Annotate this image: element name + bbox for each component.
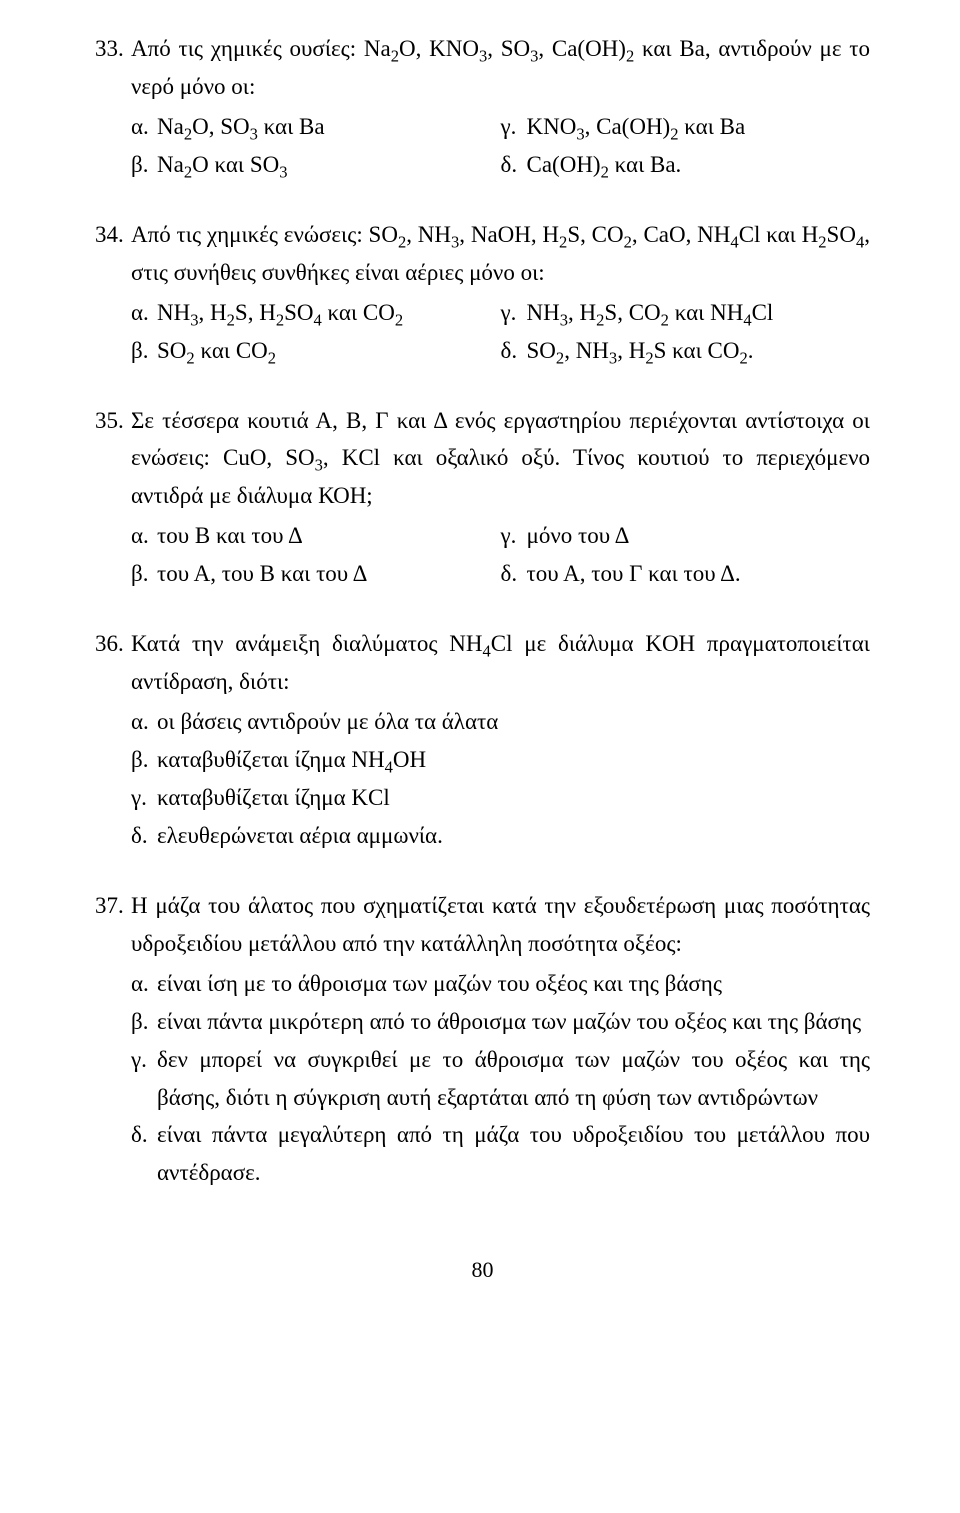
question-stem: 37. Η μάζα του άλατος που σχηματίζεται κ… [95, 887, 870, 963]
option-label: γ. [131, 779, 157, 817]
option-d: δ. του Α, του Γ και του Δ. [501, 555, 871, 593]
option-b: β. του Α, του Β και του Δ [131, 555, 501, 593]
option-text: μόνο του Δ [527, 517, 871, 555]
options-list: α. είναι ίση με το άθροισμα των μαζών το… [131, 965, 870, 1193]
question-number: 37. [95, 887, 131, 925]
options-grid: α. του Β και του Δ β. του Α, του Β και τ… [131, 517, 870, 593]
option-label: α. [131, 517, 157, 555]
option-c: γ. KNO3, Ca(OH)2 και Ba [501, 108, 871, 146]
option-d: δ. SO2, NH3, H2S και CO2. [501, 332, 871, 370]
option-text: του Α, του Γ και του Δ. [527, 555, 871, 593]
question-text: Από τις χημικές ουσίες: Na2O, KNO3, SO3,… [131, 30, 870, 106]
option-text: KNO3, Ca(OH)2 και Ba [527, 108, 871, 146]
option-label: δ. [501, 146, 527, 184]
option-label: γ. [501, 294, 527, 332]
option-label: β. [131, 332, 157, 370]
question-number: 36. [95, 625, 131, 663]
option-text: ελευθερώνεται αέρια αμμωνία. [157, 817, 870, 855]
question-33: 33. Από τις χημικές ουσίες: Na2O, KNO3, … [95, 30, 870, 184]
option-label: δ. [501, 332, 527, 370]
option-a: α. οι βάσεις αντιδρούν με όλα τα άλατα [131, 703, 870, 741]
question-number: 33. [95, 30, 131, 68]
option-label: γ. [501, 108, 527, 146]
option-label: γ. [501, 517, 527, 555]
option-a: α. είναι ίση με το άθροισμα των μαζών το… [131, 965, 870, 1003]
option-text: Na2O, SO3 και Ba [157, 108, 501, 146]
question-stem: 33. Από τις χημικές ουσίες: Na2O, KNO3, … [95, 30, 870, 106]
option-b: β. SO2 και CO2 [131, 332, 501, 370]
option-label: β. [131, 555, 157, 593]
option-label: α. [131, 108, 157, 146]
option-text: είναι πάντα μικρότερη από το άθροισμα τω… [157, 1003, 870, 1041]
option-a: α. Na2O, SO3 και Ba [131, 108, 501, 146]
options-right-col: γ. NH3, H2S, CO2 και NH4Cl δ. SO2, NH3, … [501, 294, 871, 370]
options-right-col: γ. μόνο του Δ δ. του Α, του Γ και του Δ. [501, 517, 871, 593]
option-d: δ. ελευθερώνεται αέρια αμμωνία. [131, 817, 870, 855]
option-text: δεν μπορεί να συγκριθεί με το άθροισμα τ… [157, 1041, 870, 1117]
option-b: β. Na2O και SO3 [131, 146, 501, 184]
option-c: γ. καταβυθίζεται ίζημα KCl [131, 779, 870, 817]
options-left-col: α. NH3, H2S, H2SO4 και CO2 β. SO2 και CO… [131, 294, 501, 370]
question-number: 34. [95, 216, 131, 254]
question-stem: 34. Από τις χημικές ενώσεις: SO2, NH3, N… [95, 216, 870, 292]
question-stem: 35. Σε τέσσερα κουτιά Α, Β, Γ και Δ ενός… [95, 402, 870, 516]
question-34: 34. Από τις χημικές ενώσεις: SO2, NH3, N… [95, 216, 870, 370]
question-36: 36. Κατά την ανάμειξη διαλύματος NH4Cl μ… [95, 625, 870, 855]
option-text: του Β και του Δ [157, 517, 501, 555]
option-label: β. [131, 741, 157, 779]
question-37: 37. Η μάζα του άλατος που σχηματίζεται κ… [95, 887, 870, 1193]
option-label: α. [131, 703, 157, 741]
option-a: α. του Β και του Δ [131, 517, 501, 555]
option-b: β. είναι πάντα μικρότερη από το άθροισμα… [131, 1003, 870, 1041]
options-left-col: α. του Β και του Δ β. του Α, του Β και τ… [131, 517, 501, 593]
question-text: Σε τέσσερα κουτιά Α, Β, Γ και Δ ενός εργ… [131, 402, 870, 516]
question-text: Από τις χημικές ενώσεις: SO2, NH3, NaOH,… [131, 216, 870, 292]
option-c: γ. NH3, H2S, CO2 και NH4Cl [501, 294, 871, 332]
option-a: α. NH3, H2S, H2SO4 και CO2 [131, 294, 501, 332]
option-label: δ. [131, 1116, 157, 1192]
question-text: Η μάζα του άλατος που σχηματίζεται κατά … [131, 887, 870, 963]
option-text: καταβυθίζεται ίζημα KCl [157, 779, 870, 817]
option-label: α. [131, 294, 157, 332]
option-b: β. καταβυθίζεται ίζημα NH4OH [131, 741, 870, 779]
option-label: γ. [131, 1041, 157, 1117]
options-left-col: α. Na2O, SO3 και Ba β. Na2O και SO3 [131, 108, 501, 184]
page-number: 80 [95, 1252, 870, 1288]
option-text: NH3, H2S, CO2 και NH4Cl [527, 294, 871, 332]
option-label: δ. [501, 555, 527, 593]
option-text: είναι πάντα μεγαλύτερη από τη μάζα του υ… [157, 1116, 870, 1192]
option-text: SO2 και CO2 [157, 332, 501, 370]
options-list: α. οι βάσεις αντιδρούν με όλα τα άλατα β… [131, 703, 870, 855]
option-text: καταβυθίζεται ίζημα NH4OH [157, 741, 870, 779]
option-text: NH3, H2S, H2SO4 και CO2 [157, 294, 501, 332]
question-number: 35. [95, 402, 131, 440]
option-label: δ. [131, 817, 157, 855]
option-text: SO2, NH3, H2S και CO2. [527, 332, 871, 370]
options-right-col: γ. KNO3, Ca(OH)2 και Ba δ. Ca(OH)2 και B… [501, 108, 871, 184]
question-35: 35. Σε τέσσερα κουτιά Α, Β, Γ και Δ ενός… [95, 402, 870, 594]
question-stem: 36. Κατά την ανάμειξη διαλύματος NH4Cl μ… [95, 625, 870, 701]
option-text: του Α, του Β και του Δ [157, 555, 501, 593]
option-c: γ. μόνο του Δ [501, 517, 871, 555]
options-grid: α. NH3, H2S, H2SO4 και CO2 β. SO2 και CO… [131, 294, 870, 370]
option-label: β. [131, 146, 157, 184]
question-text: Κατά την ανάμειξη διαλύματος NH4Cl με δι… [131, 625, 870, 701]
option-label: α. [131, 965, 157, 1003]
option-c: γ. δεν μπορεί να συγκριθεί με το άθροισμ… [131, 1041, 870, 1117]
option-text: Ca(OH)2 και Ba. [527, 146, 871, 184]
option-d: δ. είναι πάντα μεγαλύτερη από τη μάζα το… [131, 1116, 870, 1192]
option-text: είναι ίση με το άθροισμα των μαζών του ο… [157, 965, 870, 1003]
option-text: Na2O και SO3 [157, 146, 501, 184]
option-text: οι βάσεις αντιδρούν με όλα τα άλατα [157, 703, 870, 741]
option-label: β. [131, 1003, 157, 1041]
options-grid: α. Na2O, SO3 και Ba β. Na2O και SO3 γ. K… [131, 108, 870, 184]
option-d: δ. Ca(OH)2 και Ba. [501, 146, 871, 184]
